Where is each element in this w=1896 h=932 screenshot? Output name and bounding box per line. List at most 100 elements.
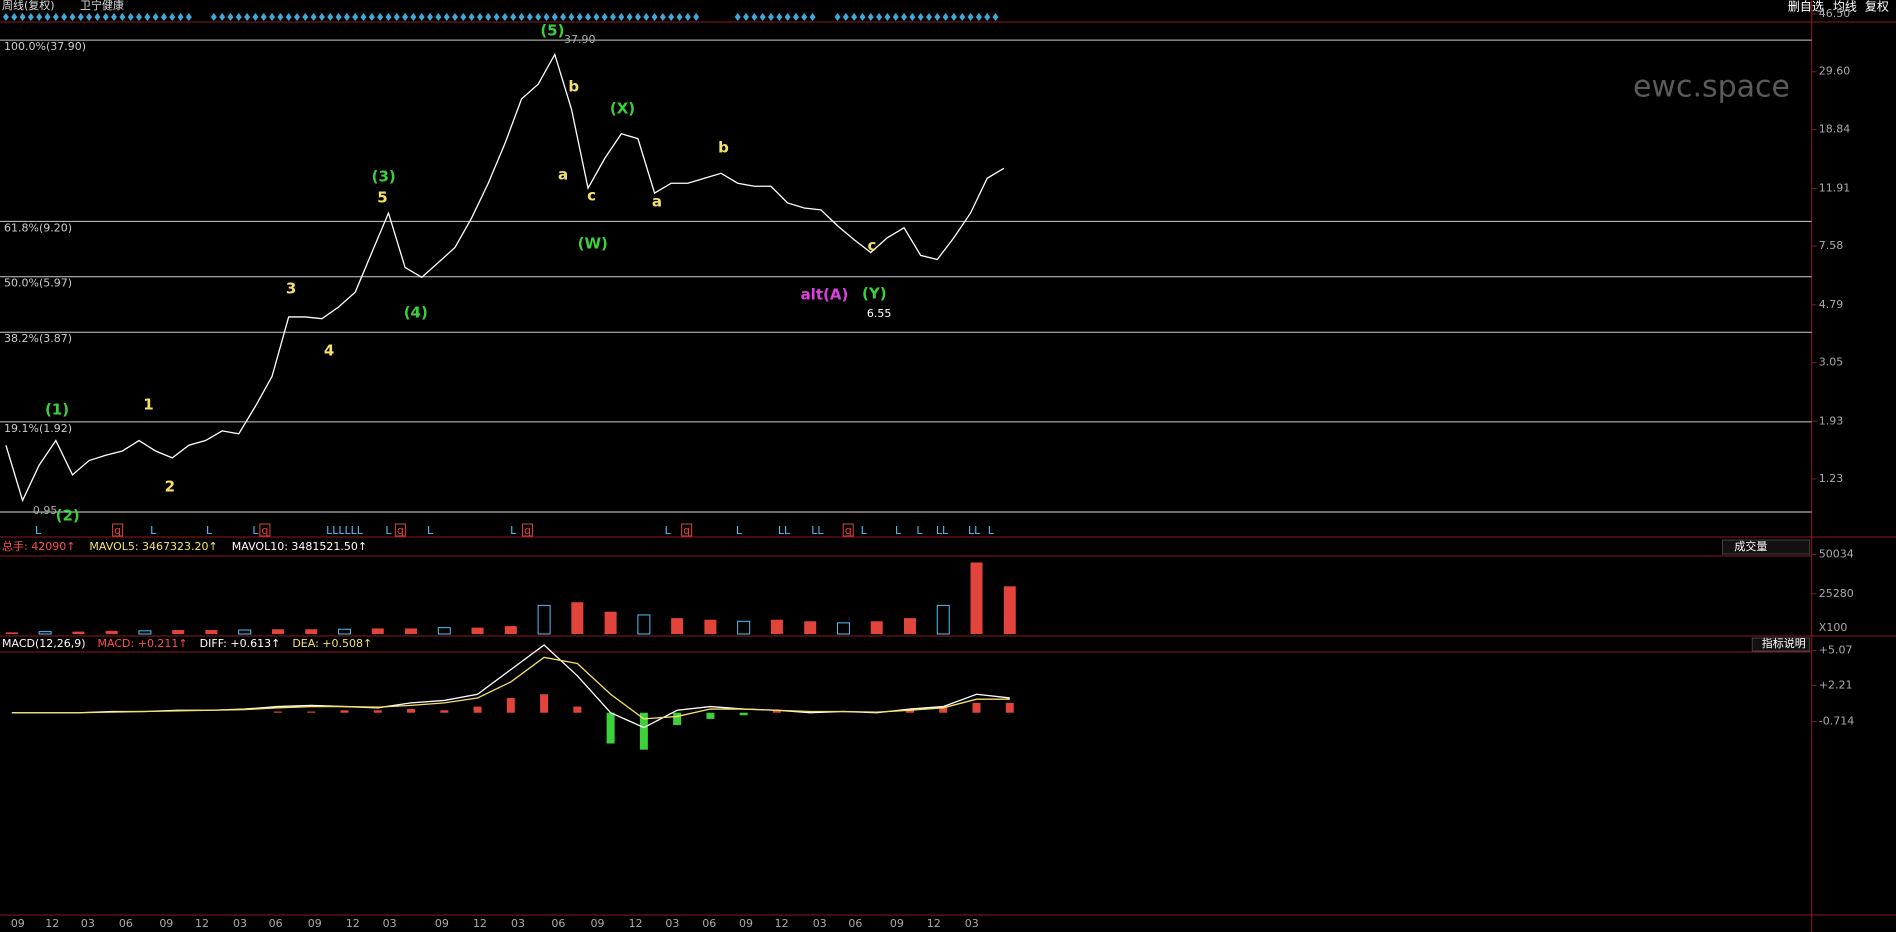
info-diamond[interactable] [393,13,400,21]
signal[interactable]: L [35,524,42,537]
info-diamond[interactable] [842,13,849,21]
signal[interactable]: q [114,524,121,537]
info-diamond[interactable] [451,13,458,21]
info-diamond[interactable] [975,13,982,21]
info-diamond[interactable] [526,13,533,21]
info-diamond[interactable] [792,13,799,21]
info-diamond[interactable] [302,13,309,21]
signal[interactable]: LL [778,524,791,537]
info-diamond[interactable] [343,13,350,21]
info-diamond[interactable] [593,13,600,21]
info-diamond[interactable] [925,13,932,21]
signal[interactable]: L [252,524,259,537]
signal[interactable]: q [683,524,690,537]
signal[interactable]: L [385,524,392,537]
info-diamond[interactable] [651,13,658,21]
info-diamond[interactable] [950,13,957,21]
info-diamond[interactable] [809,13,816,21]
info-diamond[interactable] [668,13,675,21]
signal[interactable]: L [916,524,923,537]
signal[interactable]: L [895,524,902,537]
signal[interactable]: L [150,524,157,537]
info-diamond[interactable] [160,13,167,21]
signal[interactable]: L [206,524,213,537]
info-diamond[interactable] [884,13,891,21]
info-diamond[interactable] [318,13,325,21]
info-diamond[interactable] [967,13,974,21]
info-diamond[interactable] [177,13,184,21]
signal[interactable]: L [736,524,743,537]
signal[interactable]: LLLLLL [326,524,364,537]
info-diamond[interactable] [169,13,176,21]
info-diamond[interactable] [269,13,276,21]
info-diamond[interactable] [327,13,334,21]
info-diamond[interactable] [52,13,59,21]
info-diamond[interactable] [684,13,691,21]
info-diamond[interactable] [385,13,392,21]
signal[interactable]: LL [936,524,949,537]
info-diamond[interactable] [210,13,217,21]
info-diamond[interactable] [609,13,616,21]
info-diamond[interactable] [377,13,384,21]
info-diamond[interactable] [734,13,741,21]
info-diamond[interactable] [959,13,966,21]
info-diamond[interactable] [19,13,26,21]
info-diamond[interactable] [127,13,134,21]
info-diamond[interactable] [767,13,774,21]
info-diamond[interactable] [135,13,142,21]
dropdown-label[interactable]: 成交量 [1734,539,1767,553]
info-diamond[interactable] [984,13,991,21]
signal[interactable]: q [261,524,268,537]
signal[interactable]: L [988,524,995,537]
info-diamond[interactable] [776,13,783,21]
info-diamond[interactable] [69,13,76,21]
info-diamond[interactable] [11,13,18,21]
info-diamond[interactable] [518,13,525,21]
info-diamond[interactable] [901,13,908,21]
info-diamond[interactable] [917,13,924,21]
info-diamond[interactable] [501,13,508,21]
info-diamond[interactable] [618,13,625,21]
info-diamond[interactable] [152,13,159,21]
info-diamond[interactable] [86,13,93,21]
info-diamond[interactable] [867,13,874,21]
info-diamond[interactable] [543,13,550,21]
signal[interactable]: q [845,524,852,537]
info-diamond[interactable] [784,13,791,21]
info-diamond[interactable] [460,13,467,21]
info-diamond[interactable] [185,13,192,21]
info-diamond[interactable] [934,13,941,21]
info-diamond[interactable] [585,13,592,21]
info-diamond[interactable] [576,13,583,21]
info-diamond[interactable] [634,13,641,21]
signal[interactable]: L [861,524,868,537]
info-diamond[interactable] [751,13,758,21]
info-diamond[interactable] [493,13,500,21]
info-diamond[interactable] [310,13,317,21]
info-diamond[interactable] [909,13,916,21]
info-diamond[interactable] [942,13,949,21]
info-diamond[interactable] [427,13,434,21]
signal[interactable]: L [510,524,517,537]
signal[interactable]: q [524,524,531,537]
info-diamond[interactable] [244,13,251,21]
info-diamond[interactable] [111,13,118,21]
info-diamond[interactable] [801,13,808,21]
toolbar-button[interactable]: 复权 [1865,0,1889,14]
info-diamond[interactable] [252,13,259,21]
help-label[interactable]: 指标说明 [1762,636,1806,650]
info-diamond[interactable] [119,13,126,21]
info-diamond[interactable] [859,13,866,21]
info-diamond[interactable] [293,13,300,21]
info-diamond[interactable] [468,13,475,21]
info-diamond[interactable] [235,13,242,21]
info-diamond[interactable] [2,13,9,21]
info-diamond[interactable] [851,13,858,21]
info-diamond[interactable] [219,13,226,21]
info-diamond[interactable] [693,13,700,21]
info-diamond[interactable] [759,13,766,21]
info-diamond[interactable] [676,13,683,21]
info-diamond[interactable] [834,13,841,21]
info-diamond[interactable] [659,13,666,21]
info-diamond[interactable] [510,13,517,21]
